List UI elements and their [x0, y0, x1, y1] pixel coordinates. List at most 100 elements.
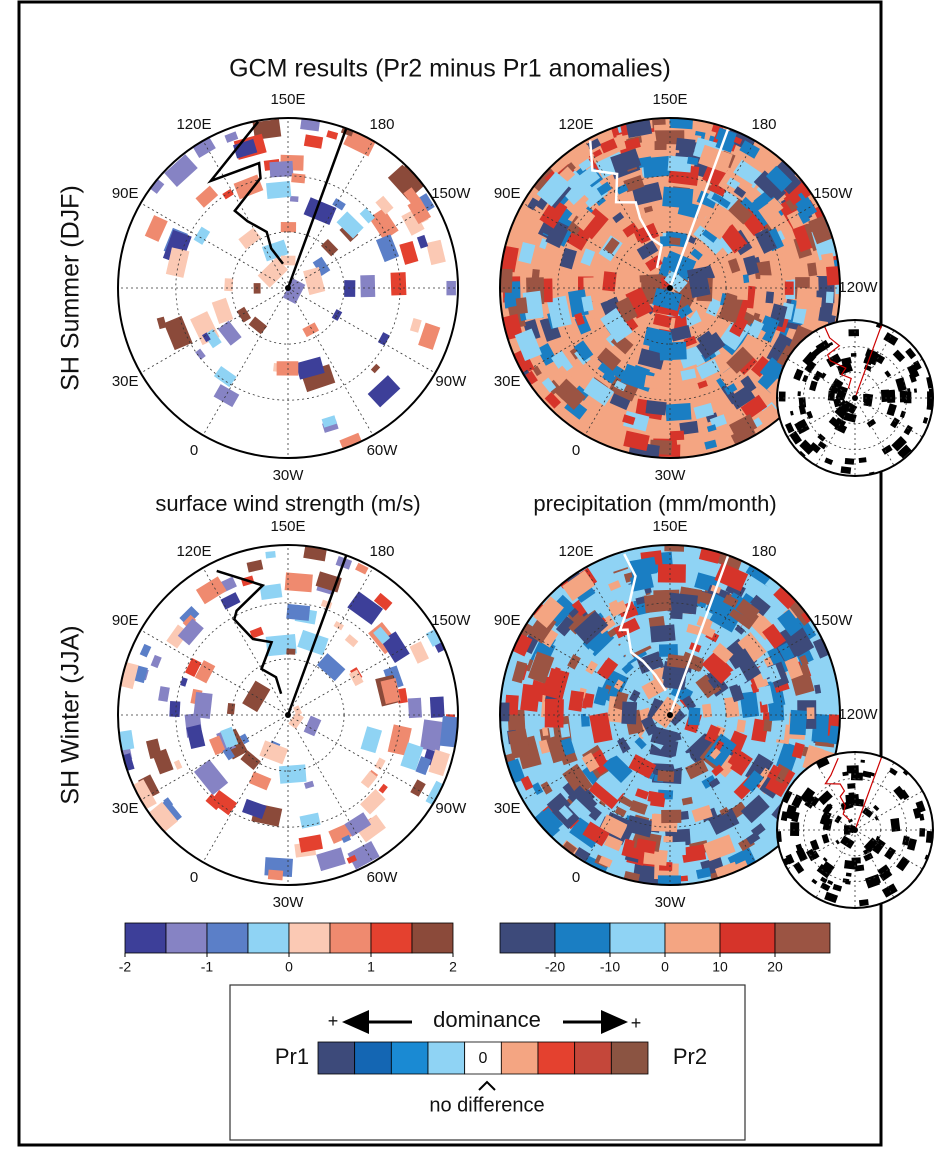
map-patch — [797, 391, 800, 396]
longitude-label: 180 — [369, 543, 394, 560]
longitude-label: 30W — [273, 894, 305, 911]
colorbar-tick-label: 20 — [767, 959, 783, 975]
longitude-label: 0 — [572, 869, 580, 886]
longitude-label: 90W — [435, 373, 467, 390]
map-patch — [796, 288, 811, 310]
longitude-label: 120E — [176, 116, 211, 133]
pole — [852, 827, 858, 833]
map-patch — [420, 719, 444, 751]
legend-title: dominance — [433, 1007, 541, 1032]
legend-box — [501, 1042, 538, 1074]
map-patch — [266, 181, 291, 199]
colorbar-box — [125, 923, 166, 953]
map-patch — [516, 297, 528, 314]
map-patch — [497, 702, 510, 721]
map-patch — [344, 280, 355, 297]
longitude-label: 120E — [176, 543, 211, 560]
longitude-label: 150E — [652, 91, 687, 108]
row-label: SH Summer (DJF) — [57, 185, 85, 391]
map-patch — [688, 707, 700, 725]
map-patch — [846, 873, 852, 877]
map-patch — [169, 701, 180, 717]
colorbar-tick-label: 1 — [367, 959, 375, 975]
map-patch — [265, 551, 275, 559]
map-patch — [859, 457, 867, 463]
pole — [285, 285, 291, 291]
pole — [852, 395, 858, 401]
longitude-label: 90E — [494, 185, 521, 202]
map-patch — [601, 293, 608, 302]
map-patch — [659, 342, 687, 361]
map-patch — [789, 710, 806, 735]
column-title: surface wind strength (m/s) — [155, 491, 420, 516]
map-patch — [815, 297, 822, 307]
longitude-label: 120E — [558, 116, 593, 133]
longitude-label: 120W — [838, 279, 878, 296]
longitude-label: 30E — [112, 373, 139, 390]
legend-box — [391, 1042, 428, 1074]
longitude-label: 30W — [655, 467, 687, 484]
longitude-label: 150E — [270, 518, 305, 535]
map-patch — [665, 403, 691, 421]
map-patch — [779, 391, 786, 401]
map-patch — [669, 237, 680, 245]
legend-note: no difference — [429, 1094, 544, 1116]
colorbar-box — [248, 923, 289, 953]
longitude-label: 30E — [494, 800, 521, 817]
colorbar-box — [500, 923, 555, 953]
map-patch — [702, 704, 712, 718]
pole — [285, 712, 291, 718]
map-patch — [430, 696, 445, 717]
map-patch — [763, 719, 772, 731]
longitude-label: 60W — [367, 442, 399, 459]
colorbar-box — [371, 923, 412, 953]
map-patch — [440, 716, 463, 748]
map-patch — [670, 431, 684, 441]
legend-zero: 0 — [479, 1050, 488, 1067]
legend-box — [318, 1042, 355, 1074]
map-patch — [881, 389, 890, 402]
longitude-label: 150W — [431, 185, 471, 202]
map-patch — [676, 138, 696, 152]
map-patch — [545, 699, 564, 728]
map-patch — [826, 292, 834, 304]
map-patch — [281, 222, 296, 232]
map-patch — [807, 262, 817, 276]
pole — [667, 712, 673, 718]
pole — [667, 285, 673, 291]
map-patch — [227, 703, 235, 715]
colorbar-box — [665, 923, 720, 953]
legend-left: Pr1 — [275, 1044, 309, 1069]
longitude-label: 30E — [494, 373, 521, 390]
longitude-label: 150E — [652, 518, 687, 535]
colorbar-box — [775, 923, 830, 953]
longitude-label: 30W — [273, 467, 305, 484]
map-patch — [602, 271, 617, 291]
map-patch — [657, 770, 674, 782]
longitude-label: 150W — [813, 612, 853, 629]
map-patch — [286, 604, 310, 621]
legend-box — [355, 1042, 392, 1074]
longitude-label: 180 — [751, 543, 776, 560]
map-patch — [845, 794, 859, 804]
longitude-label: 30W — [655, 894, 687, 911]
legend-box — [428, 1042, 465, 1074]
column-title: precipitation (mm/month) — [533, 491, 776, 516]
map-patch — [914, 388, 917, 392]
colorbar-box — [330, 923, 371, 953]
map-patch — [621, 701, 637, 724]
longitude-label: 180 — [751, 116, 776, 133]
map-patch — [859, 899, 869, 906]
longitude-label: 150W — [813, 185, 853, 202]
polar-map: 150E180150W90W60W30W030E90E120E — [112, 91, 471, 484]
legend-right: Pr2 — [673, 1044, 707, 1069]
map-patch — [360, 275, 375, 297]
longitude-label: 0 — [190, 442, 198, 459]
map-patch — [669, 112, 693, 129]
legend: + dominance + Pr1 Pr2 no difference 0 — [230, 985, 745, 1140]
map-patch — [290, 196, 299, 202]
map-patch — [919, 828, 925, 837]
legend-box — [611, 1042, 648, 1074]
map-patch — [860, 760, 864, 763]
